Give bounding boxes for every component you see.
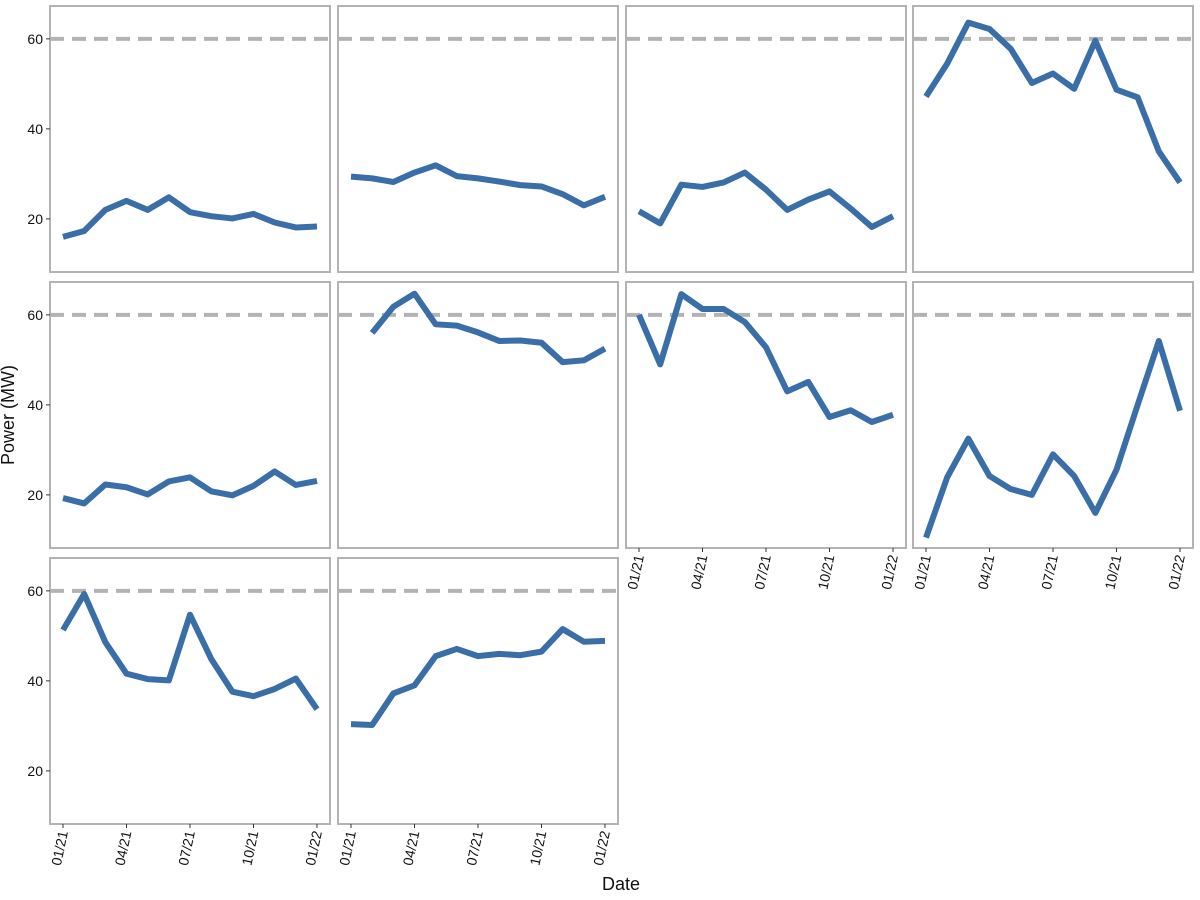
x-tick-label: 04/21	[687, 553, 710, 591]
data-line	[60, 591, 320, 711]
panel-frame	[625, 5, 907, 273]
y-tick-label: 60	[27, 583, 43, 599]
x-tick-label: 10/21	[814, 553, 837, 591]
y-tick-label: 20	[27, 211, 43, 227]
y-tick-label: 20	[27, 487, 43, 503]
y-tick-label: 40	[27, 397, 43, 413]
panel-frame	[337, 281, 619, 549]
y-tick-label: 20	[27, 763, 43, 779]
data-line	[62, 468, 318, 507]
panel-frame	[337, 557, 619, 825]
x-tick-label: 01/22	[878, 553, 901, 591]
panel-frame	[49, 281, 331, 549]
x-tick-label: 01/21	[336, 829, 359, 867]
x-tick-label: 04/21	[111, 829, 134, 867]
x-tick-label: 01/22	[590, 829, 613, 867]
x-tick-label: 01/22	[1165, 553, 1188, 591]
panel-frame	[912, 281, 1194, 549]
data-line	[923, 19, 1183, 185]
data-line	[62, 194, 318, 240]
x-axis-label: Date	[602, 874, 640, 894]
x-tick-label: 07/21	[1038, 553, 1061, 591]
x-tick-label: 04/21	[974, 553, 997, 591]
panel-frame	[912, 5, 1194, 273]
data-line	[350, 162, 607, 209]
x-tick-label: 01/22	[302, 829, 325, 867]
data-line	[350, 626, 606, 728]
data-line	[369, 290, 607, 366]
panel-frame	[337, 5, 619, 273]
data-line	[923, 337, 1183, 539]
y-axis-label: Power (MW)	[0, 365, 18, 465]
y-tick-label: 60	[27, 307, 43, 323]
y-tick-label: 40	[27, 121, 43, 137]
panel-frame	[49, 557, 331, 825]
y-tick-label: 60	[27, 31, 43, 47]
x-tick-label: 01/21	[624, 553, 647, 591]
x-tick-label: 07/21	[751, 553, 774, 591]
y-tick-label: 40	[27, 673, 43, 689]
x-tick-label: 01/21	[911, 553, 934, 591]
x-tick-label: 10/21	[238, 829, 261, 867]
x-tick-label: 01/21	[48, 829, 71, 867]
panel-frame	[49, 5, 331, 273]
x-tick-label: 07/21	[175, 829, 198, 867]
x-tick-label: 04/21	[399, 829, 422, 867]
x-tick-label: 10/21	[1101, 553, 1124, 591]
data-line	[636, 291, 894, 425]
x-tick-label: 10/21	[526, 829, 549, 867]
x-tick-label: 07/21	[463, 829, 486, 867]
data-line	[637, 169, 895, 230]
